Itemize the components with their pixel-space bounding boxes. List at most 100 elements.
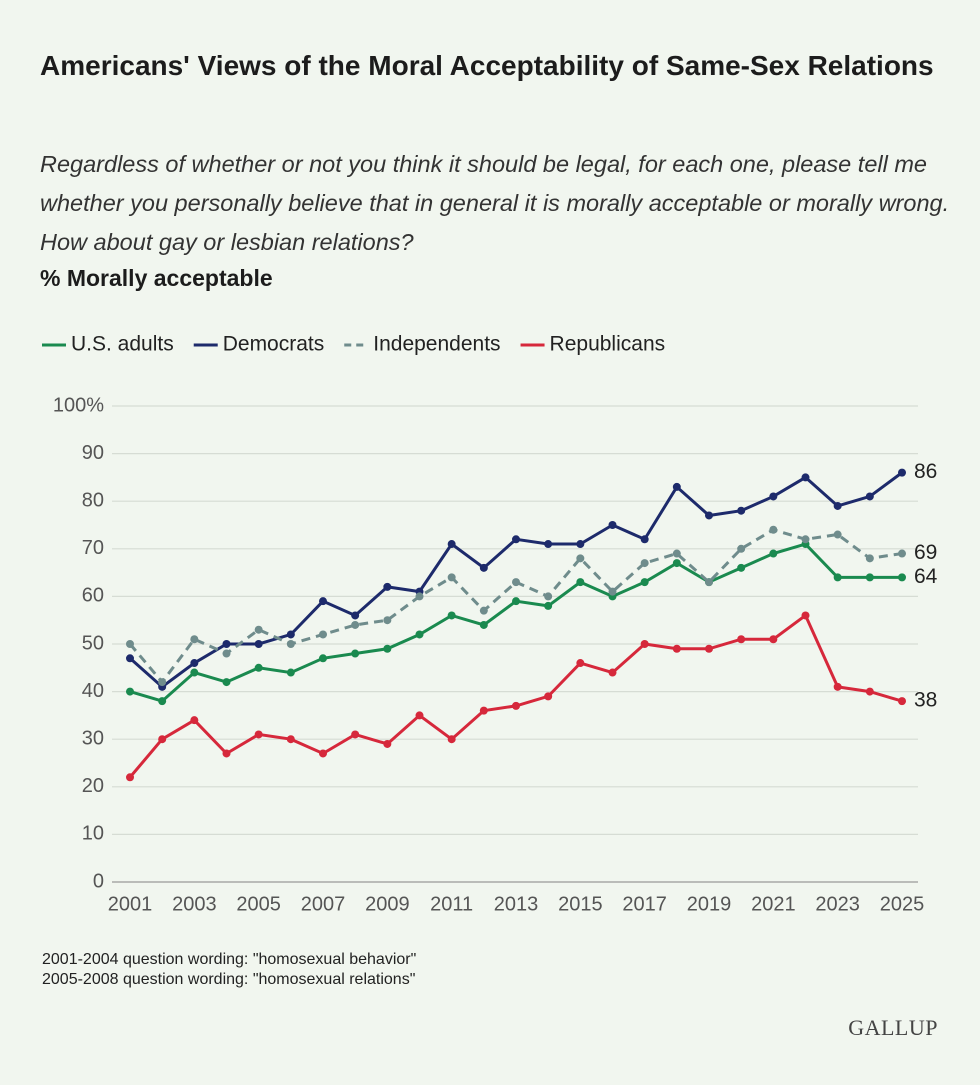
data-point [640,535,649,544]
data-point [190,716,199,725]
data-point [833,573,842,582]
data-point [576,659,585,668]
data-point [222,749,231,758]
data-point [737,635,746,644]
footnote: 2005-2008 question wording: "homosexual … [42,971,415,988]
data-point [479,606,488,615]
x-tick-label: 2021 [751,893,796,915]
x-tick-label: 2005 [236,893,281,915]
data-point [126,654,134,663]
data-point [576,540,585,549]
data-point [512,535,520,544]
data-point [415,592,424,601]
data-point [833,530,842,539]
y-tick-label: 70 [82,537,104,559]
data-point [865,573,874,582]
series-line [129,542,902,703]
data-point [126,773,134,782]
y-tick-label: 30 [82,727,104,749]
data-point [383,644,392,653]
data-point [254,663,263,672]
data-point [865,687,874,696]
data-point [608,521,617,529]
end-label: 64 [914,565,938,588]
data-point [286,668,295,677]
x-tick-label: 2015 [558,893,603,915]
data-point [158,697,167,706]
data-point [898,697,906,706]
data-point [512,597,520,606]
data-point [351,620,360,629]
data-point [286,640,295,648]
y-tick-label: 20 [82,775,104,797]
data-point [319,597,327,606]
data-point [705,644,713,653]
source-logo: GALLUP [848,1015,938,1040]
data-point [286,735,295,744]
data-point [737,506,746,515]
x-tick-label: 2017 [622,893,667,915]
data-point [319,654,327,663]
data-point [544,592,553,601]
data-point [222,649,231,658]
data-point [190,668,199,677]
y-tick-label: 40 [82,680,104,702]
data-point [672,549,681,558]
data-point [544,692,553,701]
data-point [608,668,617,677]
x-tick-label: 2013 [494,893,539,915]
data-point [415,630,424,639]
data-point [254,625,263,634]
data-point [447,735,456,744]
data-point [737,544,746,553]
data-point [415,711,424,720]
data-point [351,649,360,658]
data-point [898,549,906,558]
data-point [672,644,681,653]
data-point [447,540,456,549]
y-tick-label: 90 [82,442,104,464]
x-tick-label: 2011 [430,893,473,915]
data-point [737,563,746,572]
data-point [479,706,488,715]
data-point [447,611,456,620]
x-tick-label: 2001 [108,893,153,915]
data-point [801,535,810,544]
data-point [833,682,842,691]
data-point [705,511,713,520]
y-tick-label: 100% [53,394,104,416]
data-point [254,730,263,739]
footnote: 2001-2004 question wording: "homosexual … [42,951,416,968]
x-tick-label: 2007 [301,893,346,915]
data-point [126,687,134,696]
end-label: 86 [914,460,937,483]
legend-label: U.S. adults [71,333,174,356]
end-label: 69 [914,541,937,564]
data-point [833,501,842,510]
data-point [898,468,906,477]
data-point [640,578,649,587]
data-point [512,701,520,710]
data-point [769,525,778,534]
data-point [898,573,906,582]
data-point [383,582,392,591]
y-tick-label: 80 [82,489,104,511]
data-point [769,635,778,644]
data-point [801,473,810,482]
data-point [319,630,327,639]
data-point [865,492,874,501]
data-point [705,578,713,587]
data-point [447,573,456,582]
x-tick-label: 2003 [172,893,217,915]
y-tick-label: 10 [82,823,104,845]
data-point [383,616,392,625]
data-point [479,620,488,629]
x-tick-label: 2019 [687,893,732,915]
data-point [126,640,134,648]
data-point [222,678,231,687]
x-tick-label: 2009 [365,893,410,915]
data-point [479,563,488,572]
data-point [801,611,810,620]
legend-label: Democrats [223,333,325,356]
